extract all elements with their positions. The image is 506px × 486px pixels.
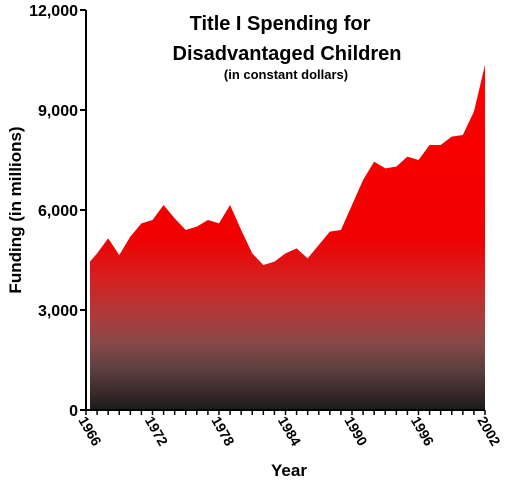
- chart-title-line2: Disadvantaged Children: [173, 43, 402, 65]
- x-tick-label: 2002: [474, 414, 504, 449]
- y-tick-label: 12,000: [29, 3, 78, 20]
- x-tick-label: 1996: [408, 414, 438, 449]
- chart-title: Title I Spending for: [190, 13, 371, 35]
- x-axis-ticks: 1966 1972 1978 1984 1990 1996 2002: [75, 410, 504, 449]
- y-axis-ticks: 0 3,000 6,000 9,000 12,000: [29, 3, 86, 420]
- x-tick-label: 1990: [341, 414, 371, 449]
- x-axis-label: Year: [271, 461, 307, 480]
- y-axis-label: Funding (in millions): [6, 126, 25, 293]
- y-tick-label: 0: [69, 403, 78, 420]
- x-tick-label: 1972: [142, 414, 172, 449]
- area-series: [90, 65, 485, 410]
- y-tick-label: 9,000: [38, 103, 78, 120]
- y-tick-label: 6,000: [38, 203, 78, 220]
- chart-subtitle: (in constant dollars): [224, 67, 348, 82]
- x-tick-label: 1966: [75, 414, 105, 449]
- y-tick-label: 3,000: [38, 303, 78, 320]
- x-tick-label: 1978: [208, 414, 238, 449]
- x-tick-label: 1984: [275, 414, 305, 449]
